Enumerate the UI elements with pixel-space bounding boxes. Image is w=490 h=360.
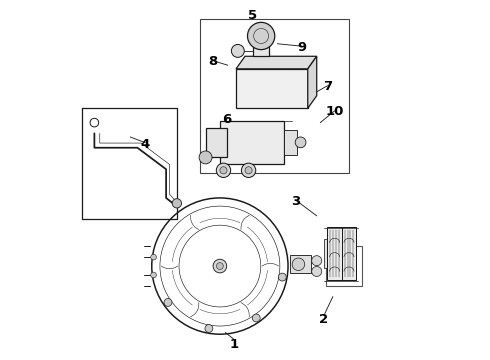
Circle shape — [172, 199, 181, 208]
Circle shape — [164, 298, 172, 306]
Text: 4: 4 — [140, 138, 149, 150]
Bar — [290, 255, 311, 273]
Circle shape — [278, 273, 286, 281]
Bar — [220, 121, 285, 164]
Text: 9: 9 — [298, 41, 307, 54]
Text: 5: 5 — [247, 9, 257, 22]
Circle shape — [295, 137, 306, 148]
Circle shape — [217, 263, 223, 270]
Bar — [200, 19, 349, 173]
Bar — [326, 246, 362, 286]
Circle shape — [247, 22, 275, 50]
Circle shape — [242, 163, 256, 177]
Text: 2: 2 — [319, 313, 328, 327]
Circle shape — [216, 163, 231, 177]
Circle shape — [213, 259, 227, 273]
Bar — [285, 130, 297, 155]
Circle shape — [151, 254, 156, 260]
Circle shape — [90, 118, 98, 127]
Text: 8: 8 — [208, 55, 218, 68]
Circle shape — [292, 258, 305, 271]
Circle shape — [252, 314, 260, 322]
Polygon shape — [236, 56, 317, 69]
Text: 1: 1 — [230, 338, 239, 351]
Bar — [342, 226, 356, 280]
Circle shape — [312, 266, 322, 276]
Bar — [324, 239, 329, 268]
Text: 6: 6 — [222, 113, 232, 126]
Circle shape — [220, 167, 227, 174]
Circle shape — [231, 44, 245, 57]
Bar — [236, 69, 308, 108]
Text: 10: 10 — [325, 105, 344, 118]
Circle shape — [312, 256, 322, 266]
Circle shape — [245, 167, 252, 174]
Bar — [253, 45, 269, 56]
Polygon shape — [308, 56, 317, 108]
Circle shape — [205, 324, 213, 332]
Bar — [327, 226, 342, 280]
Bar — [205, 128, 227, 157]
Circle shape — [151, 272, 156, 278]
Circle shape — [199, 151, 212, 164]
Text: 7: 7 — [323, 80, 332, 93]
Text: 3: 3 — [291, 195, 300, 208]
